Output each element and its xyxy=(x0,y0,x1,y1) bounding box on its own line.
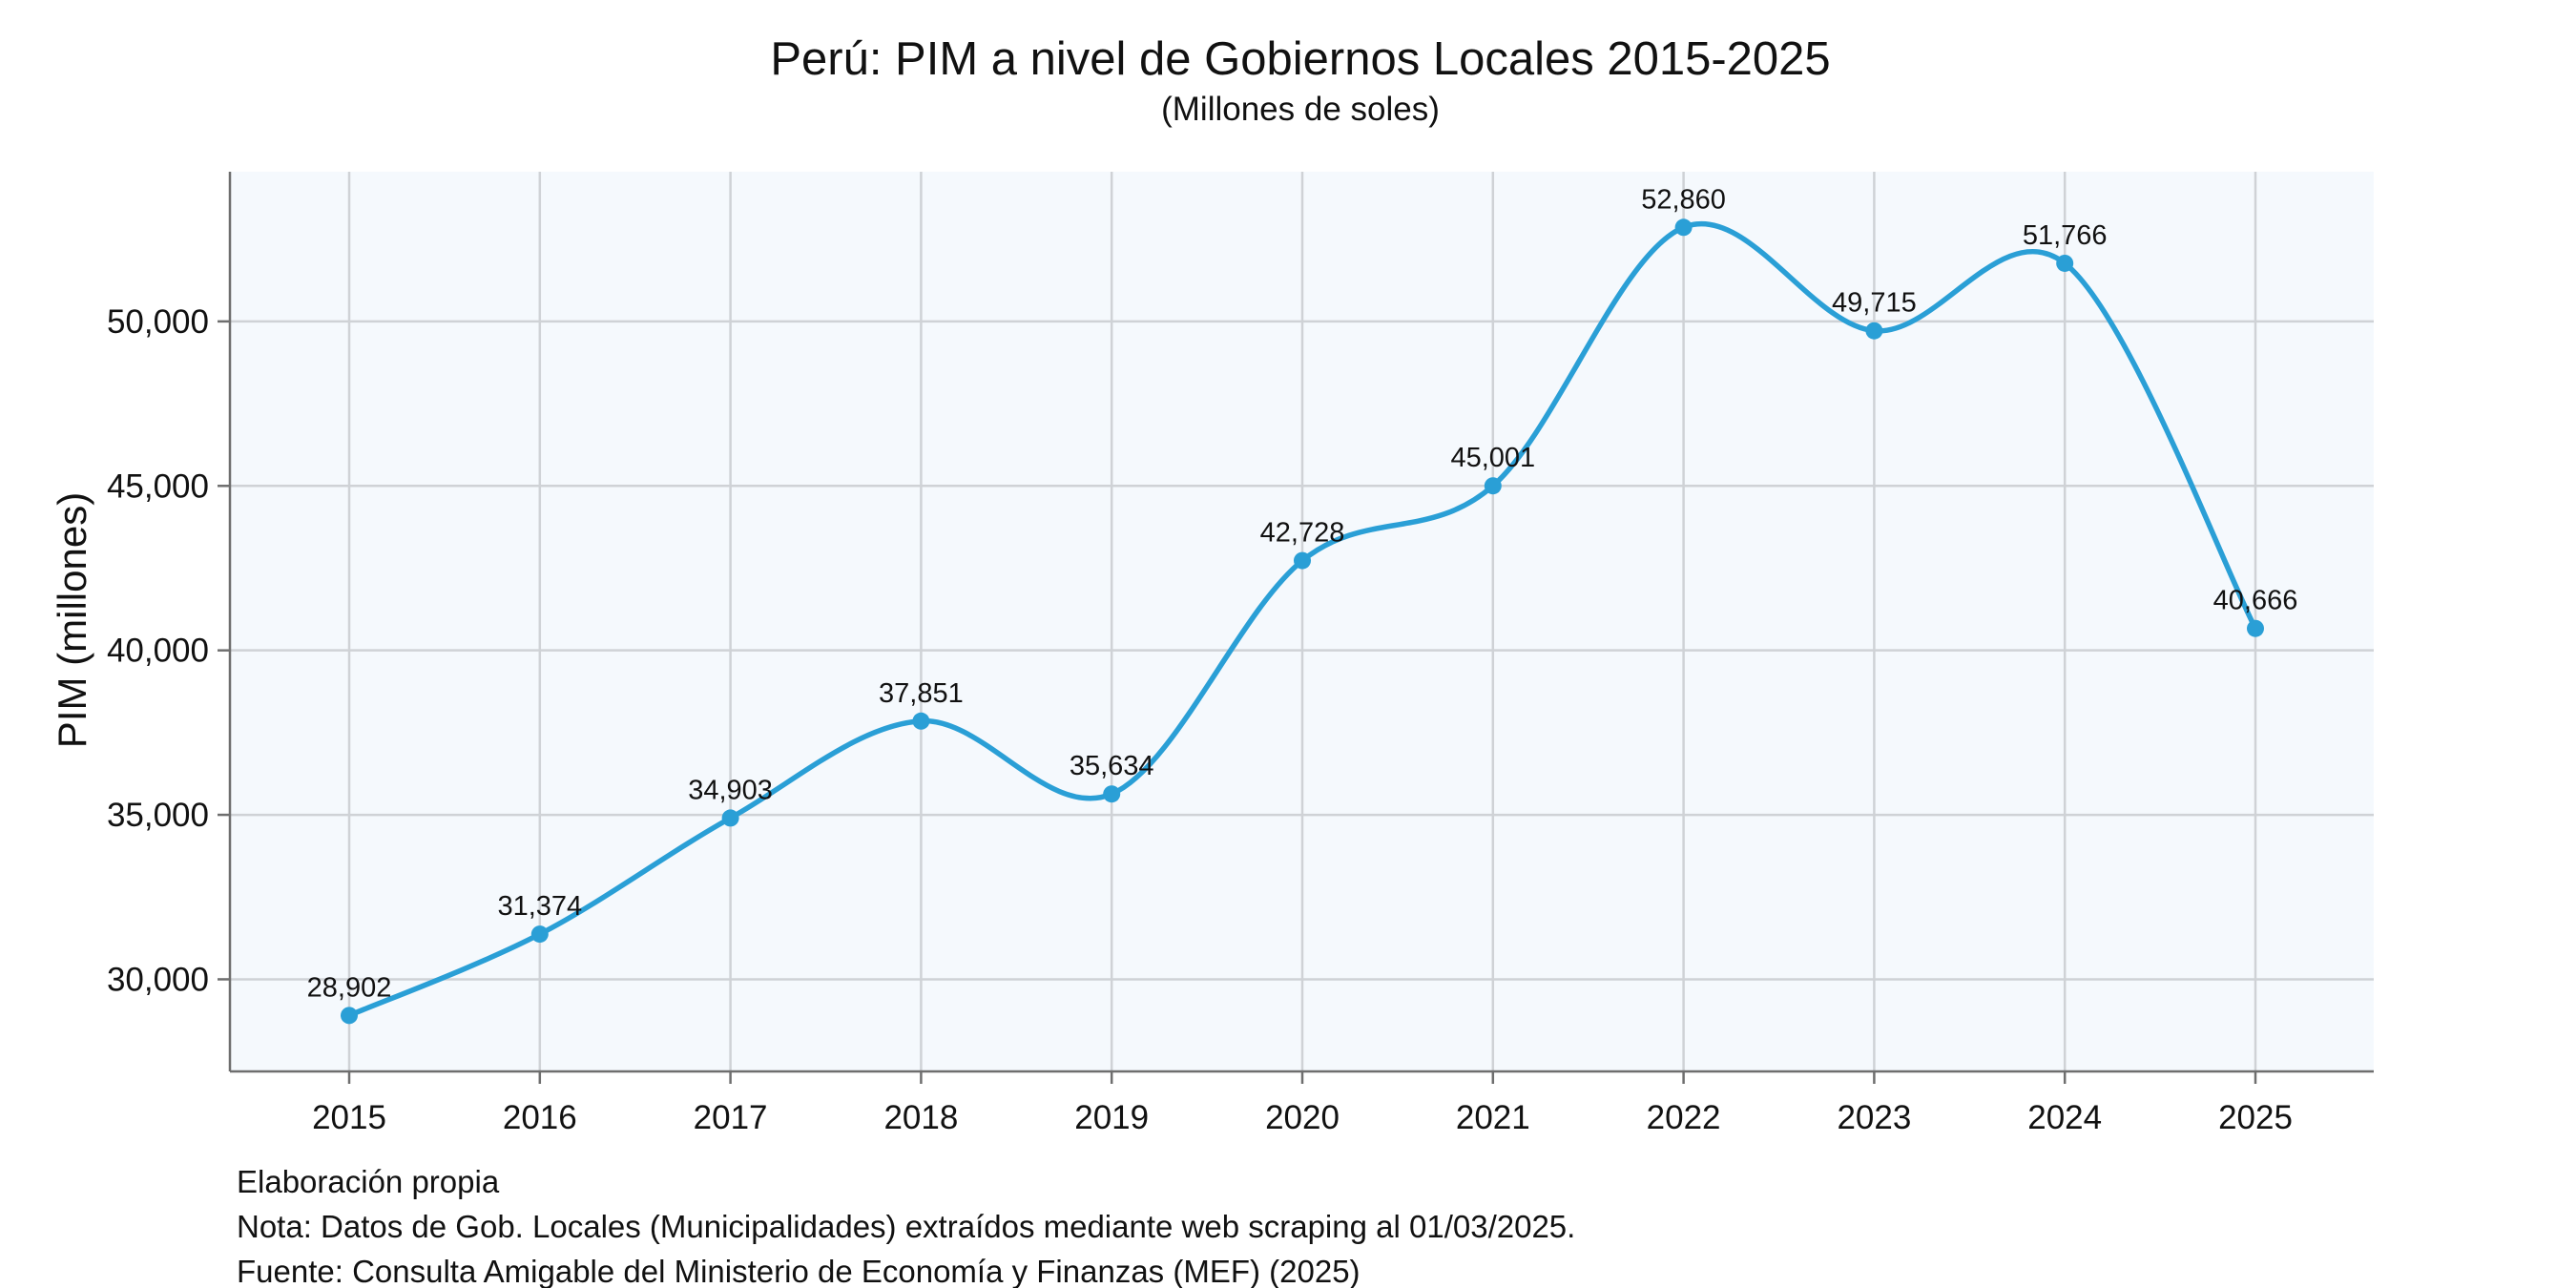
data-label: 28,902 xyxy=(307,972,392,1003)
x-tick-label: 2023 xyxy=(1837,1099,1911,1136)
x-tick-label: 2017 xyxy=(694,1099,768,1136)
series-line xyxy=(346,220,2258,1019)
data-point xyxy=(1294,551,1311,570)
y-tick-label: 50,000 xyxy=(107,303,209,341)
axis-ticks: 2015 2016 2017 2018 2019 2020 2021 2022 2023 2024… xyxy=(107,303,2293,1136)
data-label: 34,903 xyxy=(688,775,773,805)
data-label: 45,001 xyxy=(1450,443,1535,473)
data-point xyxy=(912,712,930,730)
data-label: 51,766 xyxy=(2023,220,2108,251)
data-label: 31,374 xyxy=(497,891,582,922)
chart-title: Perú: PIM a nivel de Gobiernos Locales 2… xyxy=(770,33,1830,85)
x-tick-label: 2022 xyxy=(1647,1099,1721,1136)
data-point xyxy=(1103,785,1121,803)
chart-subtitle: (Millones de soles) xyxy=(1161,91,1440,128)
x-tick-label: 2015 xyxy=(312,1099,386,1136)
y-axis-label: PIM (millones) xyxy=(50,492,94,748)
data-label: 40,666 xyxy=(2213,586,2298,616)
data-label: 49,715 xyxy=(1832,288,1917,319)
data-point xyxy=(721,809,739,827)
series xyxy=(341,218,2264,1025)
data-label: 35,634 xyxy=(1070,751,1154,781)
data-point xyxy=(2056,254,2074,272)
data-point xyxy=(1865,322,1883,340)
x-tick-label: 2020 xyxy=(1265,1099,1340,1136)
note-line-2: Nota: Datos de Gob. Locales (Municipalid… xyxy=(237,1209,1575,1244)
data-point xyxy=(1484,477,1502,495)
y-tick-label: 30,000 xyxy=(107,961,209,998)
data-point xyxy=(341,1007,358,1025)
data-label: 42,728 xyxy=(1260,518,1345,549)
x-tick-label: 2016 xyxy=(503,1099,577,1136)
x-tick-label: 2019 xyxy=(1074,1099,1149,1136)
data-label: 52,860 xyxy=(1641,184,1726,215)
y-tick-label: 45,000 xyxy=(107,467,209,505)
data-point xyxy=(1674,218,1693,237)
note-line-3: Fuente: Consulta Amigable del Ministerio… xyxy=(237,1254,1361,1288)
y-tick-label: 35,000 xyxy=(107,797,209,834)
data-point xyxy=(2247,619,2264,637)
y-tick-label: 40,000 xyxy=(107,633,209,670)
x-tick-label: 2024 xyxy=(2027,1099,2102,1136)
x-tick-label: 2025 xyxy=(2218,1099,2293,1136)
x-tick-label: 2021 xyxy=(1456,1099,1530,1136)
note-line-1: Elaboración propia xyxy=(237,1164,500,1199)
data-labels: 28,902 31,374 34,903 37,851 35,634 42,728 45,0… xyxy=(307,184,2298,1003)
data-label: 37,851 xyxy=(879,678,964,709)
x-tick-label: 2018 xyxy=(883,1099,958,1136)
data-point xyxy=(530,925,549,944)
